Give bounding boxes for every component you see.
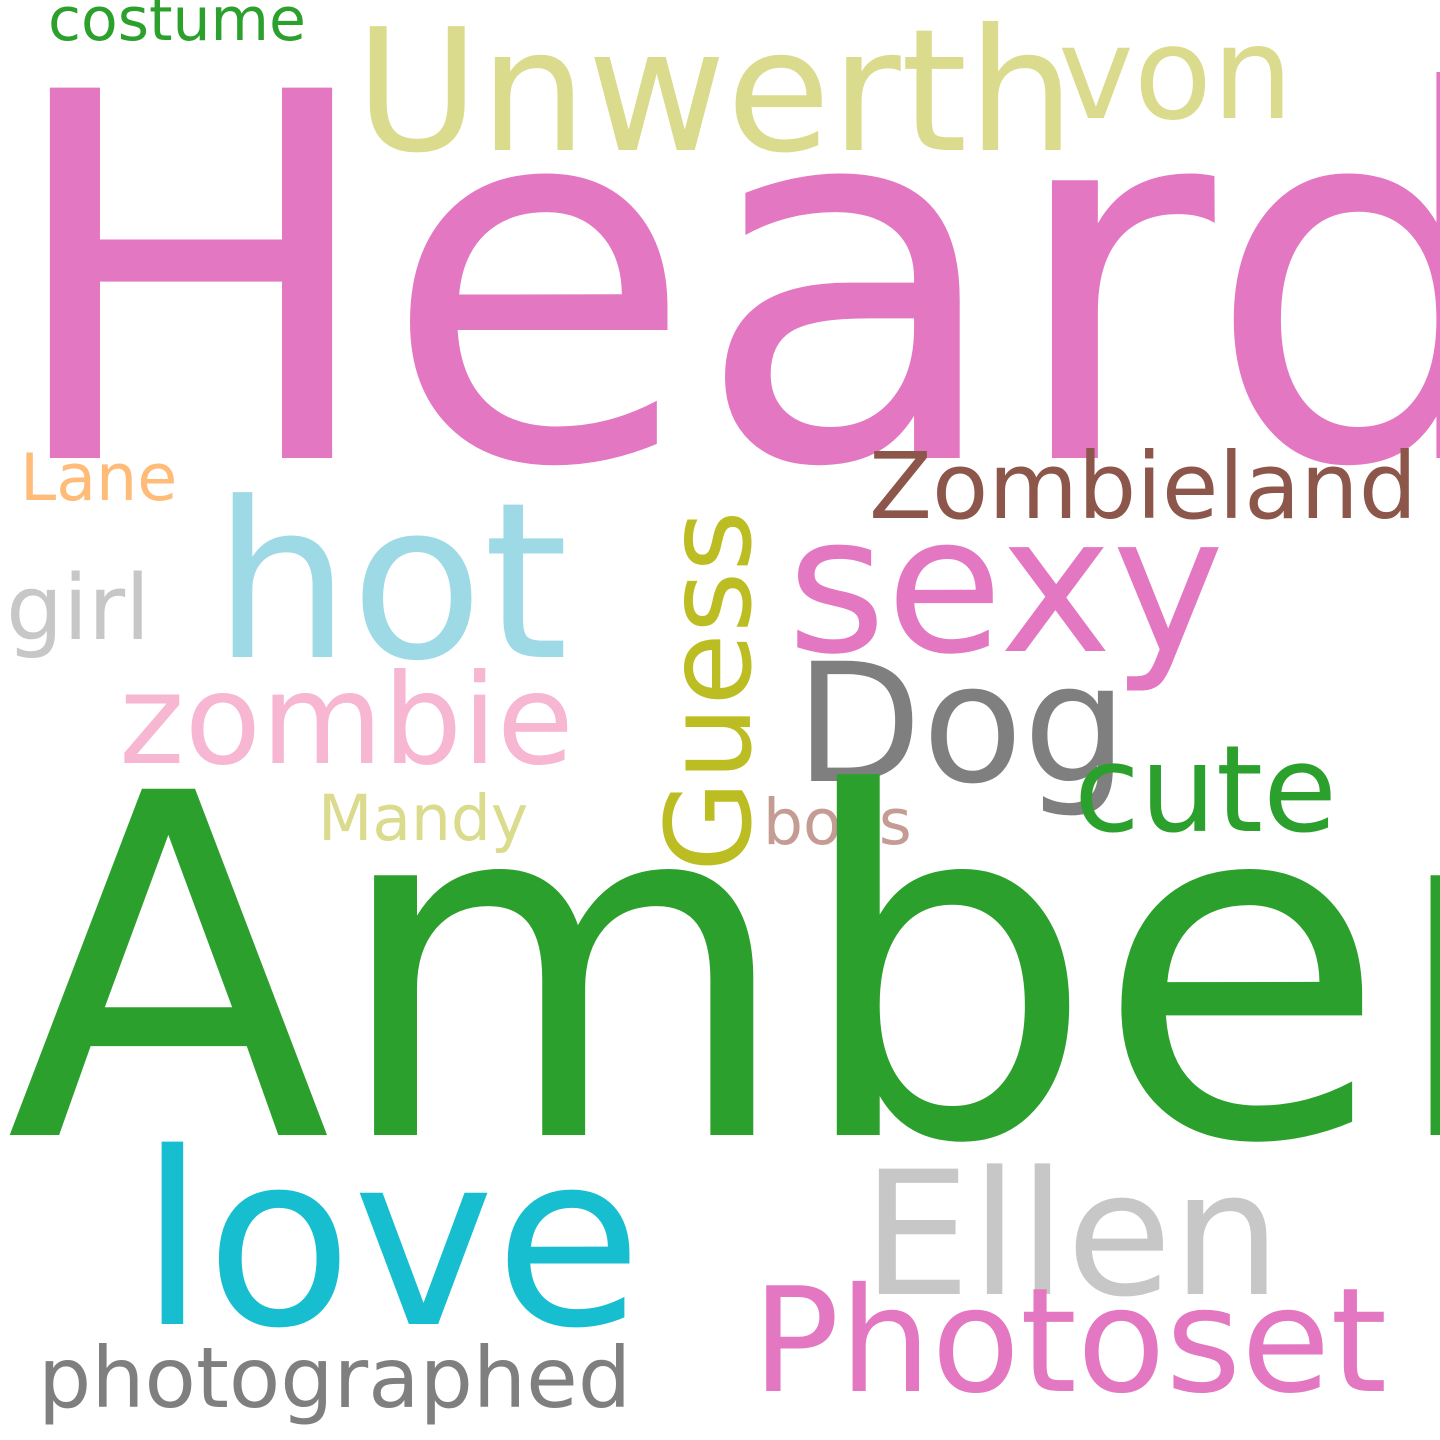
word-amber: Amber [6, 695, 1440, 1248]
word-mandy: Mandy [318, 782, 529, 855]
word-zombie: zombie [119, 648, 574, 793]
word-photoset: Photoset [752, 1257, 1388, 1426]
word-ellen: Ellen [862, 1134, 1282, 1335]
word-photographed: photographed [38, 1329, 632, 1427]
word-heard: Heard [0, 0, 1440, 578]
word-sexy: sexy [787, 475, 1225, 696]
word-von: von [1058, 0, 1294, 149]
word-cute: cute [1074, 721, 1337, 860]
word-dog: Dog [795, 628, 1128, 820]
word-lane: Lane [20, 441, 178, 516]
word-unwerth: Unwerth [355, 0, 1076, 191]
word-hot: hot [213, 457, 569, 709]
word-costume: costume [48, 0, 306, 55]
word-zombieland: Zombieland [869, 433, 1418, 540]
word-boys: boys [763, 786, 912, 859]
word-girl: girl [6, 556, 151, 661]
word-love: love [139, 1101, 643, 1381]
